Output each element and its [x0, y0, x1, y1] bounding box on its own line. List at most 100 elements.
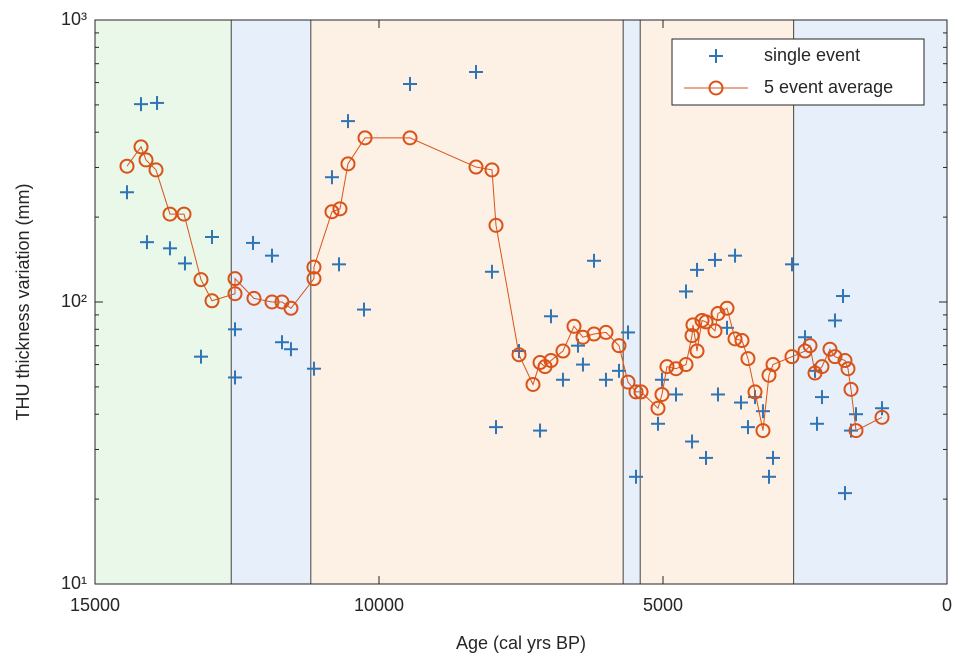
circle-marker — [332, 201, 348, 217]
circle-marker — [814, 359, 830, 375]
circle-marker — [402, 130, 418, 146]
plus-marker — [324, 170, 339, 185]
circle-marker — [488, 217, 504, 233]
plus-marker — [651, 416, 666, 431]
circle-marker — [747, 384, 763, 400]
shaded-band — [623, 20, 641, 584]
plus-marker — [177, 256, 192, 271]
circle-marker — [119, 158, 135, 174]
circle-marker — [784, 349, 800, 365]
y-tick-label: 10³ — [61, 9, 87, 29]
circle-marker — [204, 293, 220, 309]
circle-marker — [678, 357, 694, 373]
plus-marker — [193, 349, 208, 364]
circle-marker — [283, 300, 299, 316]
circle-marker — [138, 152, 154, 168]
circle-marker — [264, 294, 280, 310]
circle-marker — [827, 349, 843, 365]
plus-marker — [685, 434, 700, 449]
plus-marker — [740, 420, 755, 435]
circle-marker — [698, 314, 714, 330]
circle-marker — [848, 423, 864, 439]
plus-marker — [228, 322, 243, 337]
circle-marker — [837, 353, 853, 369]
plus-marker — [484, 264, 499, 279]
plus-marker — [728, 248, 743, 263]
plus-marker — [205, 230, 220, 245]
plus-marker — [875, 401, 890, 416]
circle-marker — [650, 400, 666, 416]
circle-marker — [193, 272, 209, 288]
legend-label: single event — [764, 45, 860, 65]
plus-marker — [357, 302, 372, 317]
circle-marker — [566, 318, 582, 334]
circle-marker — [740, 351, 756, 367]
plus-marker — [755, 404, 770, 419]
circle-marker — [708, 80, 724, 96]
circle-marker — [324, 204, 340, 220]
plus-marker — [246, 235, 261, 250]
shaded-band — [793, 20, 947, 584]
shaded-band — [310, 20, 624, 584]
plus-marker — [150, 95, 165, 110]
x-tick-label: 15000 — [70, 595, 120, 615]
circle-marker — [727, 331, 743, 347]
circle-marker — [654, 386, 670, 402]
circle-marker — [684, 328, 700, 344]
circle-marker — [227, 271, 243, 287]
circle-marker — [306, 259, 322, 275]
circle-marker — [227, 286, 243, 302]
circle-marker — [668, 361, 684, 377]
circle-marker — [765, 357, 781, 373]
plus-marker — [162, 241, 177, 256]
plus-marker — [707, 252, 722, 267]
series-line — [126, 137, 883, 432]
plus-marker — [809, 416, 824, 431]
plus-marker — [733, 395, 748, 410]
circle-marker — [874, 409, 890, 425]
plus-marker — [611, 363, 626, 378]
plus-marker — [837, 486, 852, 501]
circle-marker — [734, 333, 750, 349]
circle-marker — [633, 384, 649, 400]
circle-marker — [176, 206, 192, 222]
plus-marker — [586, 253, 601, 268]
circle-marker — [357, 130, 373, 146]
plus-marker — [555, 372, 570, 387]
plus-marker — [835, 289, 850, 304]
x-tick-label: 5000 — [643, 595, 683, 615]
circle-marker — [628, 384, 644, 400]
plus-marker — [340, 114, 355, 129]
y-tick-label: 10¹ — [61, 573, 87, 593]
plus-marker — [403, 76, 418, 91]
plus-marker — [784, 257, 799, 272]
circle-marker — [802, 338, 818, 354]
circle-marker — [840, 361, 856, 377]
plus-marker — [119, 185, 134, 200]
circle-marker — [598, 324, 614, 340]
circle-marker — [555, 343, 571, 359]
circle-marker — [148, 162, 164, 178]
circle-marker — [620, 374, 636, 390]
plus-marker — [598, 372, 613, 387]
plus-marker — [469, 65, 484, 80]
plus-marker — [543, 309, 558, 324]
plus-marker — [575, 357, 590, 372]
plus-marker — [621, 325, 636, 340]
legend-label: 5 event average — [764, 77, 893, 97]
y-tick-label: 10² — [61, 291, 87, 311]
plus-marker — [489, 420, 504, 435]
plus-marker — [710, 387, 725, 402]
plus-marker — [332, 257, 347, 272]
x-tick-label: 0 — [942, 595, 952, 615]
plus-marker — [139, 235, 154, 250]
circle-marker — [162, 206, 178, 222]
circle-marker — [525, 376, 541, 392]
circle-marker — [755, 423, 771, 439]
shaded-band — [640, 20, 794, 584]
plus-marker — [679, 284, 694, 299]
x-axis-label: Age (cal yrs BP) — [456, 633, 586, 653]
circle-marker — [511, 347, 527, 363]
x-tick-label: 10000 — [354, 595, 404, 615]
